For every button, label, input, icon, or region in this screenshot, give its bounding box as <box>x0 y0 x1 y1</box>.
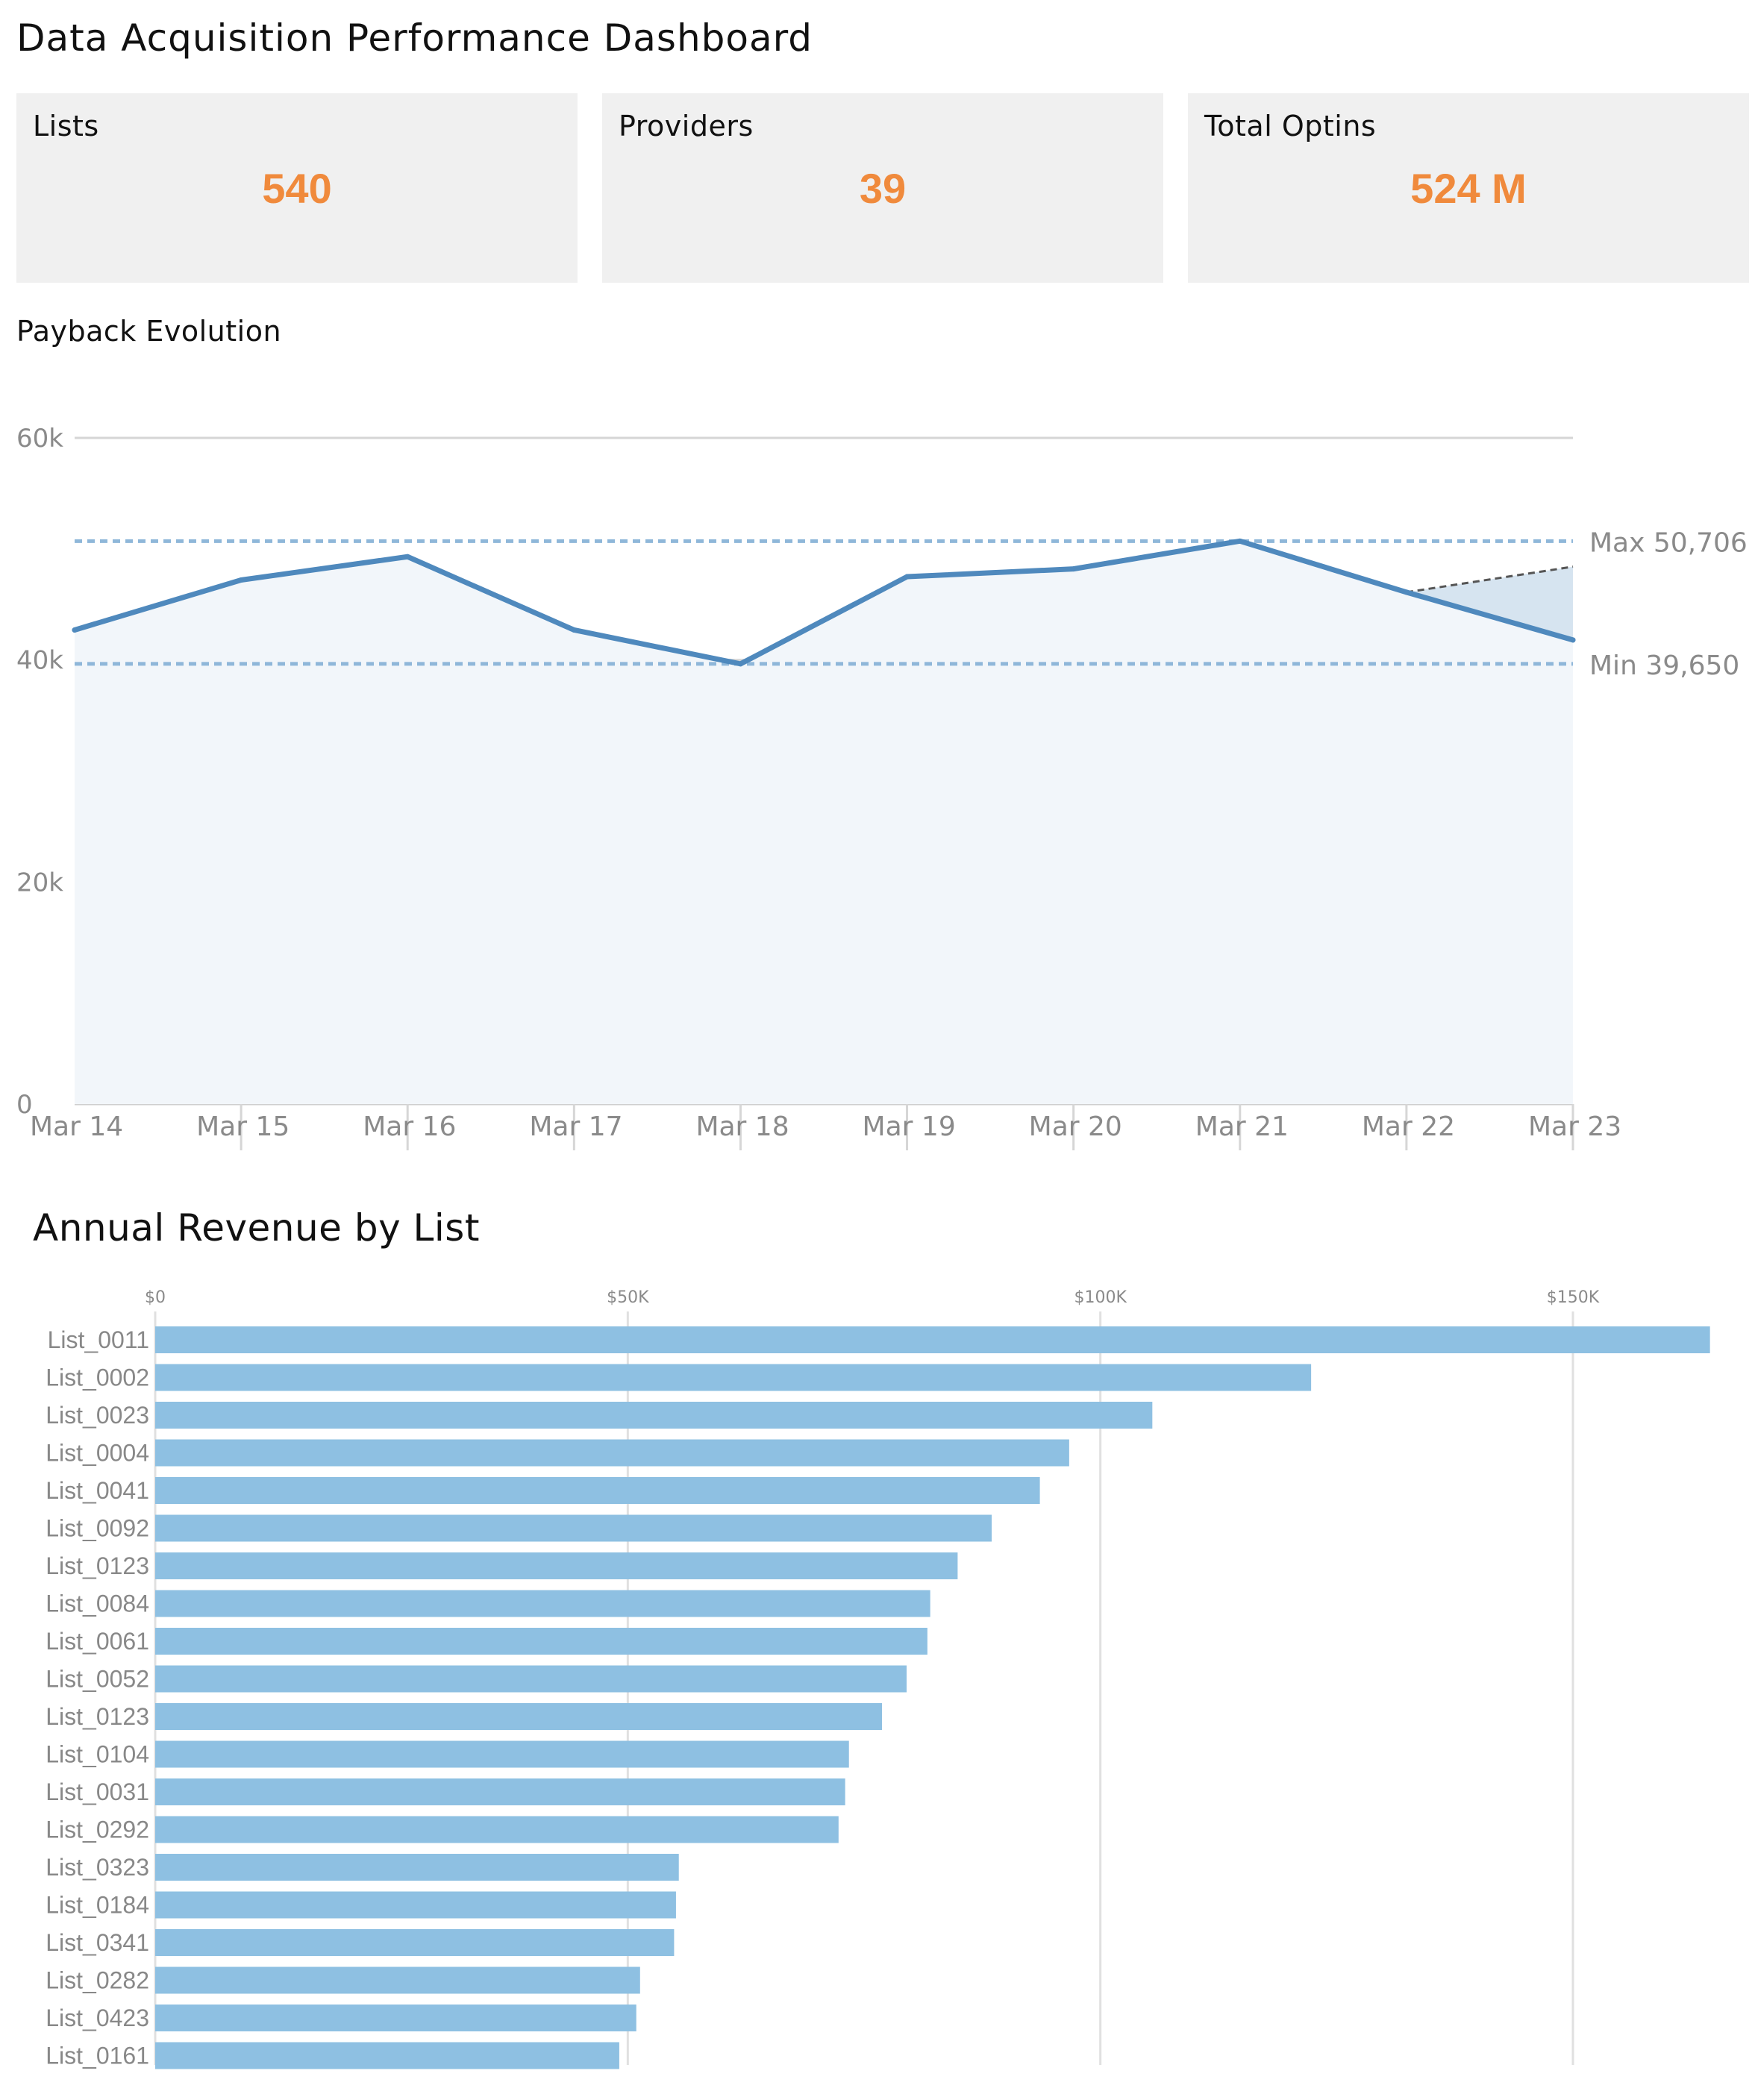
bar <box>155 1665 907 1693</box>
bar-category-label: List_0052 <box>46 1666 149 1693</box>
bar-category-label: List_0084 <box>46 1590 149 1617</box>
bar <box>155 1628 927 1655</box>
x-tick-label: Mar 14 <box>30 1112 123 1142</box>
payback-evolution-chart: 60k 40k 20k 0 Max 50,706 Min 39,650 Mar 14 Mar … <box>16 424 1748 1150</box>
bar-category-label: List_0184 <box>46 1892 149 1919</box>
area-fill <box>75 541 1573 1104</box>
data-point <box>1071 566 1077 572</box>
bar-category-label: List_0423 <box>46 2005 149 2031</box>
bar-category-label: List_0004 <box>46 1440 149 1467</box>
series-line <box>72 538 1576 667</box>
bar-category-label: List_0031 <box>46 1778 149 1805</box>
x-tick-label: Mar 19 <box>863 1112 956 1142</box>
x-tick-label: $150K <box>1547 1288 1600 1307</box>
kpi-card-providers: Providers 39 <box>602 93 1163 283</box>
data-point <box>737 661 743 667</box>
bar-category-label: List_0292 <box>46 1817 149 1843</box>
bar-category-label: List_0011 <box>48 1326 149 1353</box>
bar <box>155 1816 839 1843</box>
bar <box>155 1778 845 1805</box>
bar <box>155 1477 1040 1504</box>
data-point <box>571 627 577 633</box>
bar-category-label: List_0002 <box>46 1364 149 1391</box>
x-tick-label: Mar 15 <box>196 1112 290 1142</box>
bar-category-label: List_0123 <box>46 1552 149 1579</box>
projection-line <box>1406 565 1574 594</box>
reference-line-label: Min 39,650 <box>1589 651 1739 681</box>
bar-category-label: List_0123 <box>46 1703 149 1730</box>
bar <box>155 1552 958 1579</box>
bar <box>155 1854 679 1881</box>
bar <box>155 2042 619 2069</box>
kpi-label: Lists <box>33 110 99 142</box>
bar <box>155 1966 640 1994</box>
bar-category-label: List_0341 <box>46 1929 149 1956</box>
bar <box>155 1929 675 1956</box>
bar <box>155 1590 930 1617</box>
bar-category-label: List_0323 <box>46 1854 149 1881</box>
bar-category-label: List_0282 <box>46 1967 149 1994</box>
reference-line-label: Max 50,706 <box>1589 527 1748 558</box>
kpi-value: 39 <box>859 165 907 212</box>
dashboard-title: Data Acquisition Performance Dashboard <box>16 16 813 60</box>
data-point <box>1404 589 1410 595</box>
bar-category-label: List_0092 <box>46 1515 149 1542</box>
x-tick-label: $50K <box>607 1288 649 1307</box>
x-tick-label: Mar 22 <box>1362 1112 1455 1142</box>
kpi-card-total-optins: Total Optins 524 M <box>1188 93 1749 283</box>
bar-category-label: List_0161 <box>46 2043 149 2069</box>
kpi-value: 524 M <box>1410 165 1527 212</box>
y-tick-label: 20k <box>16 868 63 897</box>
bar-chart-title: Annual Revenue by List <box>33 1206 480 1250</box>
data-point <box>904 574 910 580</box>
x-tick-label: Mar 16 <box>363 1112 456 1142</box>
bar-category-label: List_0061 <box>46 1628 149 1655</box>
kpi-label: Total Optins <box>1204 110 1377 142</box>
annual-revenue-chart: $0 $50K $100K $150K List_0011 List_0002 List_0… <box>46 1288 1710 2069</box>
data-point <box>404 554 410 560</box>
kpi-card-lists: Lists 540 <box>16 93 578 283</box>
bar <box>155 1326 1710 1353</box>
data-point <box>72 627 78 633</box>
line-chart-title: Payback Evolution <box>16 315 282 348</box>
y-tick-label: 0 <box>16 1090 33 1120</box>
x-tick-label: $0 <box>145 1288 166 1307</box>
kpi-value: 540 <box>262 165 332 212</box>
x-tick-label: Mar 21 <box>1195 1112 1289 1142</box>
x-tick-label: $100K <box>1074 1288 1127 1307</box>
y-tick-label: 60k <box>16 424 63 454</box>
bar <box>155 1439 1069 1467</box>
bar <box>155 1402 1153 1429</box>
bar-category-label: List_0041 <box>46 1477 149 1504</box>
y-tick-label: 40k <box>16 646 63 676</box>
bar-category-label: List_0104 <box>46 1741 149 1768</box>
x-tick-label: Mar 18 <box>695 1112 789 1142</box>
bar <box>155 1364 1312 1391</box>
data-point <box>1237 538 1243 544</box>
bar-category-label: List_0023 <box>46 1402 149 1429</box>
bar <box>155 1740 849 1768</box>
data-point <box>238 577 244 583</box>
bar <box>155 1891 676 1919</box>
x-tick-label: Mar 23 <box>1528 1112 1621 1142</box>
data-point <box>1570 637 1576 643</box>
x-tick-label: Mar 17 <box>529 1112 622 1142</box>
projection-area <box>1406 566 1573 640</box>
kpi-label: Providers <box>619 110 754 142</box>
bar <box>155 1703 883 1730</box>
x-tick-label: Mar 20 <box>1029 1112 1122 1142</box>
bar <box>155 2005 636 2031</box>
bar <box>155 1514 992 1542</box>
